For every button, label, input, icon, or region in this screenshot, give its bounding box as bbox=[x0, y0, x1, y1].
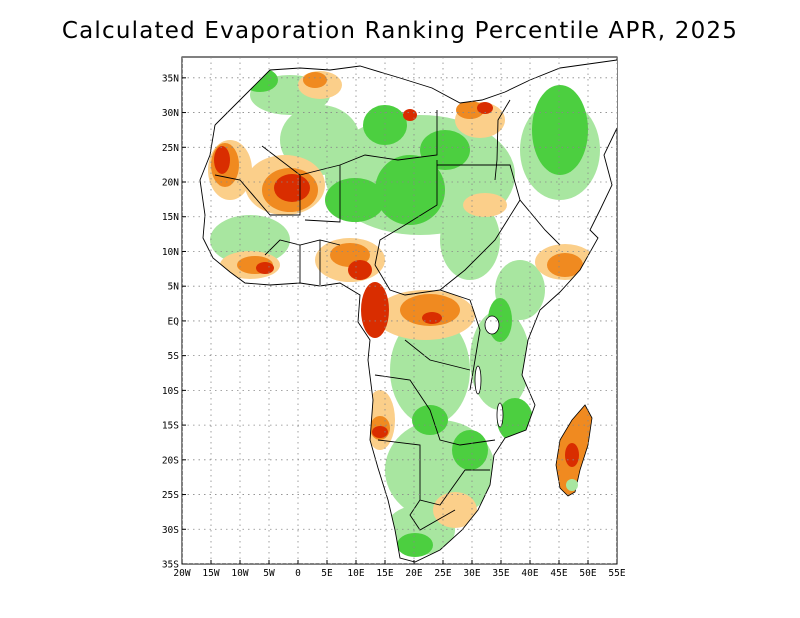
lat-tick-label: 5S bbox=[168, 351, 180, 362]
graticule bbox=[182, 57, 617, 564]
latitude-ticks: 35N 30N 25N 20N 15N 10N 5N EQ 5S 10S 15S 20S 25S 30S 3… bbox=[162, 73, 186, 571]
lat-tick-label: 10N bbox=[162, 247, 179, 258]
lat-tick-label: 25S bbox=[162, 490, 179, 501]
lon-tick-label: 55E bbox=[608, 568, 625, 579]
lon-tick-label: 15E bbox=[376, 568, 393, 579]
lat-tick-label: 35S bbox=[162, 560, 179, 571]
lon-tick-label: 25E bbox=[434, 568, 451, 579]
lat-tick-label: 25N bbox=[162, 143, 179, 154]
madagascar bbox=[555, 404, 593, 497]
lat-tick-label: 30S bbox=[162, 525, 179, 536]
lat-tick-label: 20N bbox=[162, 178, 179, 189]
lakes bbox=[474, 315, 504, 428]
lat-tick-label: EQ bbox=[168, 316, 180, 327]
lon-tick-label: 45E bbox=[550, 568, 567, 579]
longitude-ticks: 20W 15W 10W 5W 0 5E 10E 15E 20E 25E 30E 35E 40E 45E 50… bbox=[173, 560, 626, 579]
lon-tick-label: 20E bbox=[405, 568, 422, 579]
percentile-field bbox=[200, 60, 617, 562]
lat-tick-label: 15N bbox=[162, 212, 179, 223]
lat-tick-label: 20S bbox=[162, 455, 179, 466]
map-title: Calculated Evaporation Ranking Percentil… bbox=[61, 18, 739, 44]
lon-tick-label: 10E bbox=[347, 568, 364, 579]
lon-tick-label: 5W bbox=[263, 568, 275, 579]
lon-tick-label: 0 bbox=[295, 568, 301, 579]
lon-tick-label: 5E bbox=[321, 568, 333, 579]
lon-tick-label: 40E bbox=[521, 568, 538, 579]
lat-tick-label: 35N bbox=[162, 73, 179, 84]
country-borders bbox=[199, 59, 618, 563]
lon-tick-label: 30E bbox=[463, 568, 480, 579]
lat-tick-label: 5N bbox=[168, 282, 180, 293]
lon-tick-label: 35E bbox=[492, 568, 509, 579]
lon-tick-label: 10W bbox=[231, 568, 248, 579]
lon-tick-label: 20W bbox=[173, 568, 190, 579]
lon-tick-label: 50E bbox=[579, 568, 596, 579]
lon-tick-label: 15W bbox=[202, 568, 219, 579]
lat-tick-label: 15S bbox=[162, 421, 179, 432]
lat-tick-label: 10S bbox=[162, 386, 179, 397]
lat-tick-label: 30N bbox=[162, 108, 179, 119]
